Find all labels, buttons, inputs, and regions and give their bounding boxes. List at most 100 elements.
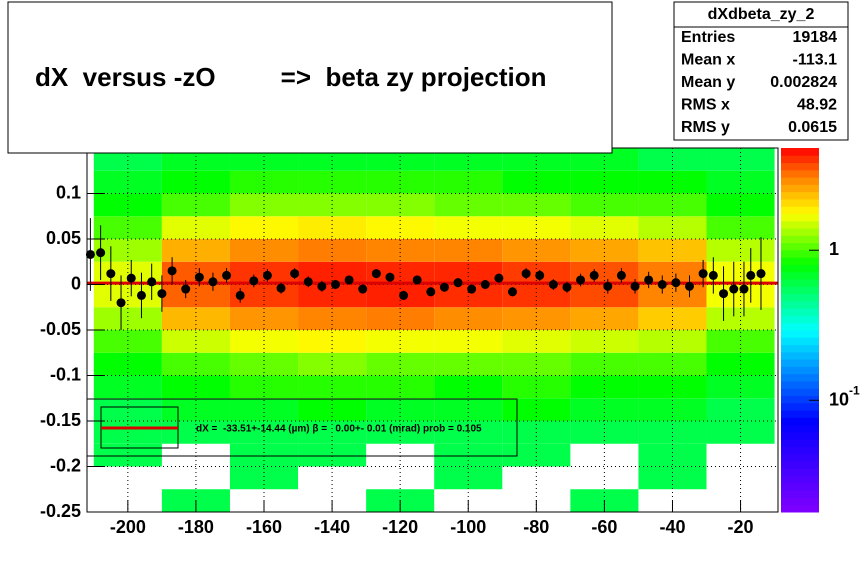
heat-cell xyxy=(366,148,435,171)
profile-point xyxy=(467,284,477,294)
profile-point xyxy=(671,278,681,288)
profile-point xyxy=(385,272,395,282)
profile-point xyxy=(96,248,106,258)
x-tick-label: -40 xyxy=(659,517,685,537)
profile-point xyxy=(708,270,718,280)
heat-cell xyxy=(706,148,775,171)
heat-cell xyxy=(161,307,230,330)
profile-point xyxy=(208,277,218,287)
heat-cell xyxy=(93,170,162,194)
profile-point xyxy=(698,269,708,279)
stats-label: Mean x xyxy=(681,52,735,69)
heat-cell xyxy=(570,239,639,262)
heat-cell xyxy=(161,330,230,353)
heat-cell xyxy=(570,170,639,194)
profile-point xyxy=(106,269,116,279)
profile-point xyxy=(330,280,340,289)
heat-cell xyxy=(366,398,435,421)
heat-cell xyxy=(366,216,435,239)
heat-cell xyxy=(161,239,230,262)
heat-cell xyxy=(638,307,707,330)
heat-cell xyxy=(706,307,775,330)
heat-cell xyxy=(502,330,571,353)
color-bar-step xyxy=(781,198,819,207)
heat-cell xyxy=(502,239,571,262)
profile-point xyxy=(576,275,586,285)
legend-text: dX = -33.51+-14.44 (µm) β = 0.00+- 0.01 … xyxy=(196,424,482,435)
heat-cell xyxy=(298,307,367,330)
color-bar-step xyxy=(781,257,819,265)
heat-cell xyxy=(229,398,299,421)
profile-point xyxy=(453,278,463,288)
color-bar-step xyxy=(781,148,819,156)
profile-point xyxy=(399,290,409,300)
heat-cell xyxy=(706,330,775,353)
color-bar-step xyxy=(781,330,819,338)
profile-point xyxy=(535,270,545,280)
heat-cell xyxy=(706,239,775,262)
color-bar-step xyxy=(781,235,819,244)
stats-label: Mean y xyxy=(681,74,735,91)
color-bar-step xyxy=(781,359,819,367)
heat-cell xyxy=(93,330,162,353)
heat-cell xyxy=(434,375,503,399)
color-bar-step xyxy=(781,264,819,273)
heat-cell xyxy=(229,239,299,262)
z-tick-label-exponent: -1 xyxy=(849,383,860,397)
color-bar-step xyxy=(781,184,819,193)
heat-cell xyxy=(161,216,230,239)
profile-point xyxy=(85,249,95,259)
profile-point xyxy=(521,269,531,279)
heat-cell xyxy=(366,330,435,353)
color-bar-step xyxy=(781,228,819,236)
heat-cell xyxy=(93,216,162,239)
color-bar-step xyxy=(781,162,819,171)
heat-cell xyxy=(434,216,503,239)
heat-cell xyxy=(93,375,162,399)
y-tick-label: -0.2 xyxy=(50,455,81,475)
profile-point xyxy=(684,281,694,291)
heat-cell xyxy=(638,466,707,490)
profile-point xyxy=(480,280,490,289)
heat-cell xyxy=(502,443,571,467)
color-bar-step xyxy=(781,417,819,426)
heat-cell xyxy=(706,398,775,421)
stats-value: 0.0615 xyxy=(788,119,837,136)
profile-point xyxy=(616,270,626,280)
profile-point xyxy=(630,281,640,291)
color-bar-step xyxy=(781,490,819,498)
heat-cell xyxy=(570,398,639,421)
heat-cell xyxy=(366,307,435,330)
profile-point xyxy=(507,287,517,297)
heat-cell xyxy=(366,170,435,194)
title-box xyxy=(7,1,613,154)
heat-cell xyxy=(229,216,299,239)
color-bar-step xyxy=(781,475,819,484)
heat-cell xyxy=(638,375,707,399)
heat-cell xyxy=(434,398,503,421)
heat-cell xyxy=(229,330,299,353)
color-bar-step xyxy=(781,439,819,447)
profile-point xyxy=(317,281,327,291)
heat-cell xyxy=(434,170,503,194)
heat-cell xyxy=(298,239,367,262)
heat-cell xyxy=(93,307,162,330)
heat-cell xyxy=(638,443,707,467)
y-tick-label: 0 xyxy=(71,273,81,293)
profile-point xyxy=(371,269,381,279)
heat-cell xyxy=(366,239,435,262)
heat-cell xyxy=(434,284,503,308)
color-bar-step xyxy=(781,315,819,324)
profile-point xyxy=(249,276,259,286)
heat-cell xyxy=(502,398,571,421)
color-bar-step xyxy=(781,446,819,455)
color-bar-step xyxy=(781,351,819,360)
heat-cell xyxy=(502,307,571,330)
profile-point xyxy=(739,284,749,294)
heat-cell xyxy=(706,170,775,194)
profile-point xyxy=(344,275,354,285)
profile-point xyxy=(562,282,572,292)
x-tick-label: -100 xyxy=(450,517,486,537)
heat-cell xyxy=(434,466,503,490)
heat-cell xyxy=(298,148,367,171)
